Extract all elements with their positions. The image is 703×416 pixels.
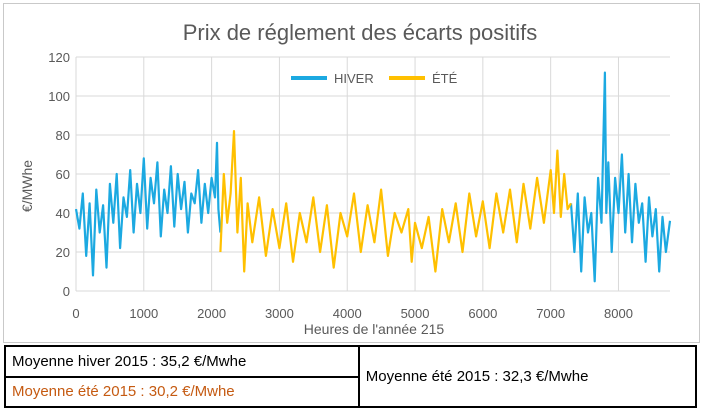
y-axis-ticks: 0 20 40 60 80 100 120 [48, 50, 70, 299]
chart-title: Prix de réglement des écarts positifs [183, 20, 538, 45]
legend-label-hiver: HIVER [334, 71, 374, 86]
y-tick-label: 20 [56, 245, 70, 260]
legend: HIVER ÉTÉ [291, 71, 458, 86]
x-axis-ticks: 0 1000 2000 3000 4000 5000 6000 7000 8000 [72, 306, 633, 321]
x-tick-label: 3000 [265, 306, 294, 321]
y-tick-label: 120 [48, 50, 70, 65]
x-axis-label: Heures de l'année 215 [304, 321, 445, 337]
chart-frame: Prix de réglement des écarts positifs 0 2… [3, 3, 700, 343]
y-tick-label: 40 [56, 206, 70, 221]
y-tick-label: 100 [48, 89, 70, 104]
x-tick-label: 8000 [604, 306, 633, 321]
summary-table: Moyenne hiver 2015 : 35,2 €/Mwhe Moyenne… [4, 345, 698, 408]
x-tick-label: 5000 [401, 306, 430, 321]
series-line-hiver-1 [569, 71, 672, 283]
summer-average: Moyenne été 2015 : 30,2 €/Mwhe [4, 375, 360, 408]
legend-label-ete: ÉTÉ [432, 71, 458, 86]
price-chart: Prix de réglement des écarts positifs 0 2… [19, 20, 672, 337]
x-tick-label: 7000 [536, 306, 565, 321]
winter-average: Moyenne hiver 2015 : 35,2 €/Mwhe [4, 345, 360, 378]
x-tick-label: 0 [72, 306, 79, 321]
x-tick-label: 6000 [468, 306, 497, 321]
y-tick-label: 80 [56, 128, 70, 143]
y-tick-label: 60 [56, 167, 70, 182]
x-tick-label: 2000 [197, 306, 226, 321]
summer-average-alt: Moyenne été 2015 : 32,3 €/Mwhe [357, 345, 698, 408]
series-line-hiver-0 [74, 141, 222, 277]
y-axis-label: €/MWhe [19, 160, 35, 212]
x-tick-label: 1000 [129, 306, 158, 321]
x-tick-label: 4000 [333, 306, 362, 321]
y-tick-label: 0 [63, 284, 70, 299]
series-layer [74, 71, 672, 283]
series-line-été-0 [219, 130, 572, 273]
